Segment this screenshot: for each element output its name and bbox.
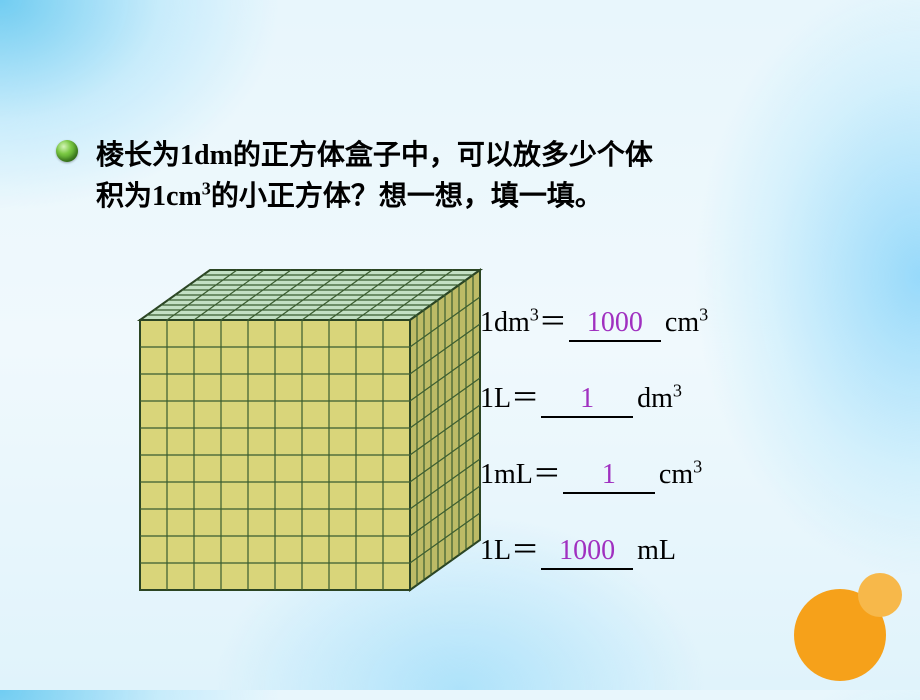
eq-lhs: 1dm3	[480, 307, 539, 339]
equation-row: 1L ＝ 1 dm3	[480, 376, 708, 418]
eq-equals: ＝	[511, 376, 539, 416]
eq-lhs-sup: 3	[530, 305, 539, 325]
eq-lhs-text: 1mL	[480, 459, 533, 490]
equation-row: 1mL ＝ 1 cm3	[480, 452, 708, 494]
eq-equals: ＝	[533, 452, 561, 492]
eq-lhs-text: 1dm	[480, 307, 530, 338]
eq-answer: 1000	[541, 535, 633, 570]
equations-block: 1dm3 ＝ 1000 cm3 1L ＝ 1 dm3 1mL ＝ 1 cm3 1…	[480, 300, 708, 604]
eq-answer: 1000	[569, 307, 661, 342]
eq-rhs: cm3	[665, 307, 708, 339]
eq-rhs-sup: 3	[673, 381, 682, 401]
deco-small-circle	[858, 573, 902, 617]
question-line1: 棱长为1dm的正方体盒子中，可以放多少个体	[96, 140, 653, 171]
equation-row: 1dm3 ＝ 1000 cm3	[480, 300, 708, 342]
cube-figure	[130, 260, 480, 660]
eq-rhs: dm3	[637, 383, 682, 415]
eq-rhs-text: cm	[659, 459, 693, 490]
corner-decoration	[770, 555, 920, 700]
cube-svg	[130, 260, 490, 660]
equation-row: 1L ＝ 1000 mL	[480, 528, 708, 570]
eq-equals: ＝	[539, 300, 567, 340]
eq-lhs: 1mL	[480, 459, 533, 491]
eq-lhs-text: 1L	[480, 383, 511, 414]
eq-rhs-text: mL	[637, 535, 676, 566]
deco-svg	[770, 555, 920, 695]
eq-rhs-sup: 3	[699, 305, 708, 325]
question-line2b: 的小正方体？想一想，填一填。	[211, 181, 603, 212]
eq-lhs-text: 1L	[480, 535, 511, 566]
question-line2a: 积为1cm	[96, 181, 202, 212]
eq-rhs-sup: 3	[693, 457, 702, 477]
eq-equals: ＝	[511, 528, 539, 568]
question-block: 棱长为1dm的正方体盒子中，可以放多少个体 积为1cm3的小正方体？想一想，填一…	[96, 136, 860, 217]
eq-rhs-text: dm	[637, 383, 673, 414]
eq-rhs: cm3	[659, 459, 702, 491]
eq-answer: 1	[541, 383, 633, 418]
bullet-icon	[56, 140, 78, 162]
eq-lhs: 1L	[480, 383, 511, 415]
eq-answer: 1	[563, 459, 655, 494]
eq-rhs-text: cm	[665, 307, 699, 338]
question-sup: 3	[202, 178, 211, 198]
eq-lhs: 1L	[480, 535, 511, 567]
eq-rhs: mL	[637, 535, 676, 567]
